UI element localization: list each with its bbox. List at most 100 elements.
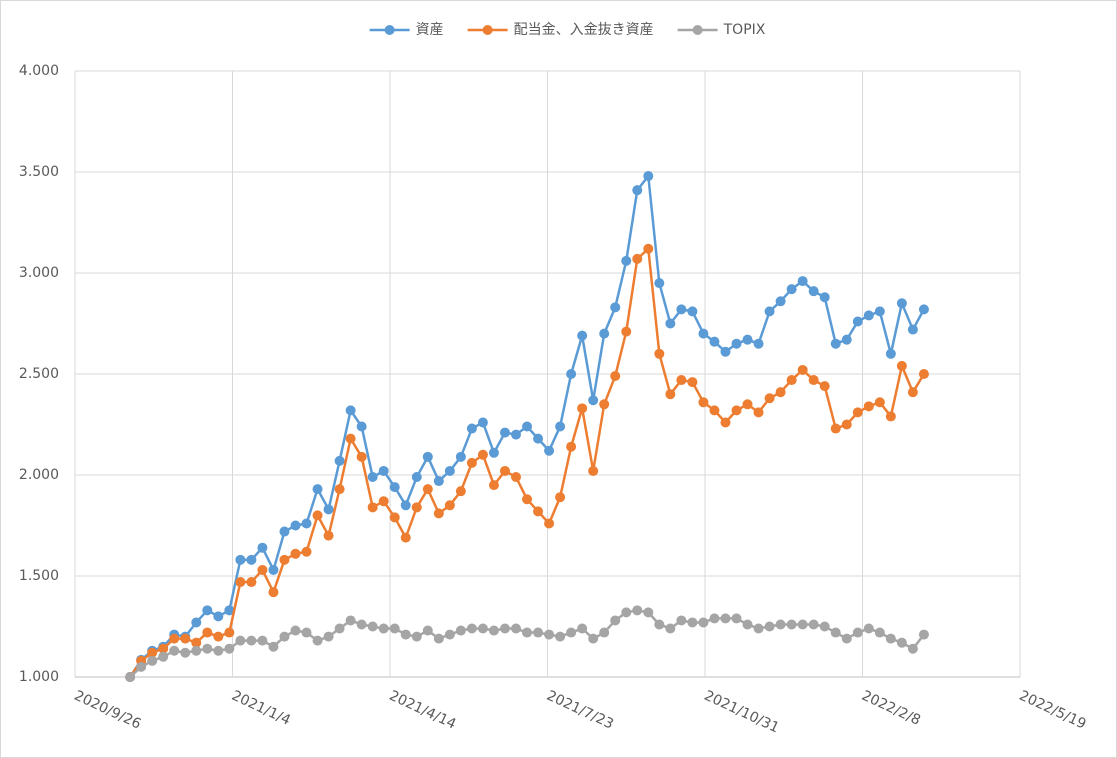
data-point bbox=[797, 364, 808, 375]
data-point bbox=[422, 451, 433, 462]
data-point bbox=[455, 486, 466, 497]
data-point bbox=[731, 338, 742, 349]
grid bbox=[74, 70, 1021, 678]
data-point bbox=[577, 623, 588, 634]
data-point bbox=[709, 405, 720, 416]
legend-marker bbox=[482, 25, 493, 35]
data-point bbox=[841, 633, 852, 644]
data-point bbox=[698, 617, 709, 628]
data-point bbox=[885, 633, 896, 644]
data-point bbox=[775, 296, 786, 307]
data-point bbox=[665, 389, 676, 400]
data-point bbox=[621, 326, 632, 337]
data-point bbox=[907, 324, 918, 335]
data-point bbox=[797, 619, 808, 630]
data-point bbox=[544, 518, 555, 529]
data-point bbox=[610, 615, 621, 626]
data-point bbox=[764, 306, 775, 317]
data-point bbox=[852, 627, 863, 638]
data-point bbox=[676, 615, 687, 626]
data-point bbox=[268, 641, 279, 652]
data-point bbox=[158, 651, 169, 662]
data-point bbox=[588, 395, 599, 406]
data-point bbox=[180, 647, 191, 658]
data-point bbox=[786, 284, 797, 295]
data-point bbox=[533, 627, 544, 638]
data-point bbox=[455, 451, 466, 462]
data-point bbox=[643, 243, 654, 254]
data-point bbox=[533, 506, 544, 517]
data-point bbox=[632, 253, 643, 264]
data-point bbox=[555, 492, 566, 503]
data-point bbox=[863, 310, 874, 321]
data-point bbox=[213, 611, 224, 622]
data-point bbox=[852, 407, 863, 418]
data-point bbox=[753, 623, 764, 634]
data-point bbox=[301, 518, 312, 529]
data-point bbox=[643, 607, 654, 618]
data-point bbox=[268, 564, 279, 575]
y-tick-label: 2.500 bbox=[19, 366, 59, 382]
data-point bbox=[654, 348, 665, 359]
data-point bbox=[544, 445, 555, 456]
data-point bbox=[720, 346, 731, 357]
data-point bbox=[411, 502, 422, 513]
data-point bbox=[566, 369, 577, 379]
data-point bbox=[819, 381, 830, 392]
data-point bbox=[411, 472, 422, 483]
data-point bbox=[610, 371, 621, 382]
data-point bbox=[731, 405, 742, 416]
data-point bbox=[632, 605, 643, 616]
y-tick-label: 4.000 bbox=[19, 63, 59, 79]
data-point bbox=[720, 417, 731, 428]
data-point bbox=[389, 623, 400, 634]
data-point bbox=[665, 623, 676, 634]
data-point bbox=[775, 387, 786, 398]
data-point bbox=[764, 621, 775, 632]
data-point bbox=[676, 304, 687, 315]
data-point bbox=[389, 512, 400, 523]
data-point bbox=[830, 423, 841, 434]
data-point bbox=[257, 564, 268, 575]
data-point bbox=[345, 433, 356, 444]
data-point bbox=[808, 286, 819, 297]
data-point bbox=[444, 465, 455, 476]
data-point bbox=[433, 476, 444, 487]
data-point bbox=[444, 500, 455, 511]
data-point bbox=[433, 633, 444, 644]
data-point bbox=[345, 405, 356, 416]
data-point bbox=[389, 482, 400, 493]
data-point bbox=[169, 633, 180, 644]
legend-marker bbox=[692, 25, 703, 35]
data-point bbox=[279, 526, 290, 537]
data-point bbox=[698, 397, 709, 408]
data-point bbox=[169, 645, 180, 656]
data-point bbox=[400, 629, 411, 640]
data-point bbox=[566, 627, 577, 638]
data-point bbox=[819, 621, 830, 632]
data-point bbox=[863, 401, 874, 412]
data-point bbox=[356, 451, 367, 462]
data-point bbox=[786, 375, 797, 386]
data-point bbox=[323, 530, 334, 541]
data-point bbox=[224, 643, 235, 654]
data-point bbox=[499, 623, 510, 634]
data-point bbox=[191, 645, 202, 656]
data-point bbox=[907, 643, 918, 654]
data-point bbox=[621, 255, 632, 266]
data-point bbox=[323, 631, 334, 642]
data-point bbox=[522, 421, 533, 432]
data-point bbox=[918, 304, 929, 315]
data-point bbox=[753, 338, 764, 349]
y-tick-label: 1.000 bbox=[19, 669, 59, 685]
data-point bbox=[874, 627, 885, 638]
y-tick-label: 3.000 bbox=[19, 265, 59, 281]
data-point bbox=[224, 605, 235, 616]
data-point bbox=[731, 613, 742, 624]
data-point bbox=[577, 330, 588, 341]
data-point bbox=[400, 500, 411, 511]
data-point bbox=[224, 627, 235, 638]
